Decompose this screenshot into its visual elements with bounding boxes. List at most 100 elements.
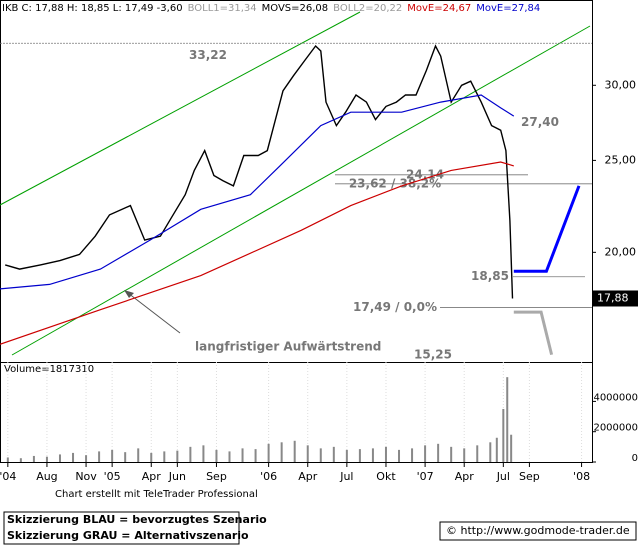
volume-bar (111, 449, 114, 462)
x-tick-label: Sep (206, 470, 227, 483)
y-tick-label: 20,00 (605, 245, 637, 258)
x-tick-label: Apr (455, 470, 475, 483)
volume-bar (506, 377, 509, 462)
moving-average (0, 94, 515, 290)
x-tick-label: '07 (417, 470, 434, 483)
moving-average (0, 161, 514, 345)
price-line (5, 44, 514, 299)
volume-bar (411, 448, 414, 462)
volume-bar (510, 434, 513, 462)
credit: Chart erstellt mit TeleTrader Profession… (55, 489, 258, 500)
volume-bar (502, 408, 505, 462)
volume-bar (293, 440, 296, 462)
level-label: 15,25 (414, 348, 452, 362)
volume-bar (98, 451, 101, 462)
x-tick-label: Nov (75, 470, 97, 483)
x-tick-label: '04 (0, 470, 16, 483)
header-item: MovE=24,67 (407, 3, 471, 14)
scenario-line (513, 185, 581, 273)
volume-bar (332, 446, 335, 462)
volume-bar (345, 449, 348, 462)
volume-bar (150, 452, 153, 462)
volume-bar (85, 455, 88, 462)
volume-bar (267, 443, 270, 462)
volume-bar (437, 443, 440, 462)
volume-frame (0, 362, 593, 463)
header-item: BOLL2=20,22 (333, 3, 402, 14)
volume-bar (202, 445, 205, 462)
volume-bar (358, 449, 361, 462)
volume-tick-label: 2000000 (593, 423, 638, 434)
volume-bar (45, 456, 48, 462)
x-tick-label: Okt (376, 470, 396, 483)
header: IKB C: 17,88 H: 18,85 L: 17,49 -3,60 BOLL… (2, 3, 540, 14)
x-tick-label: '08 (573, 470, 590, 483)
volume-bar (241, 448, 244, 462)
x-tick-label: Jul (339, 470, 353, 483)
volume-bar (215, 449, 218, 462)
url-box (439, 521, 637, 541)
volume-bar (254, 449, 257, 462)
header-item: MovE=27,84 (476, 3, 540, 14)
volume-bar (319, 448, 322, 462)
last-price-box (593, 290, 638, 307)
volume-bar (72, 452, 75, 462)
last-price-label: 17,88 (597, 291, 629, 304)
trend-channel (0, 11, 361, 206)
x-tick-label: Apr (298, 470, 318, 483)
volume-title: Volume=1817310 (4, 364, 94, 375)
volume-bar (228, 451, 231, 462)
volume-bar (176, 450, 179, 462)
url: © http://www.godmode-trader.de (446, 524, 630, 537)
scenario-line (513, 310, 554, 356)
volume-tick-label: 4000000 (593, 392, 638, 403)
y-tick-label: 25,00 (605, 153, 637, 166)
x-tick-label: '06 (260, 470, 277, 483)
x-tick-label: Aug (36, 470, 57, 483)
volume-tick-label: 0 (632, 453, 638, 464)
annotation: langfristiger Aufwärtstrend (195, 340, 381, 354)
volume-bar (137, 448, 140, 462)
x-tick-label: Apr (142, 470, 162, 483)
x-tick-label: '05 (104, 470, 121, 483)
level-label: 24,14 (406, 167, 444, 181)
arrow-head (124, 290, 134, 298)
volume-bar (124, 452, 127, 462)
volume-bar (19, 458, 22, 462)
legend-box (3, 511, 240, 545)
volume-bar (189, 446, 192, 462)
x-tick-label: Sep (519, 470, 540, 483)
volume-bar (489, 442, 492, 462)
level-label: 33,22 (189, 48, 227, 62)
volume-bar (371, 448, 374, 462)
volume-bar (58, 454, 61, 462)
volume-bar (384, 446, 387, 462)
volume-bar (163, 451, 166, 462)
x-tick-label: Jun (168, 470, 186, 483)
volume-bar (6, 457, 9, 462)
header-item: BOLL1=31,34 (188, 3, 257, 14)
volume-bar (424, 445, 427, 462)
volume-bar (450, 446, 453, 462)
volume-bar (280, 442, 283, 462)
level-label: 23,62 / 38,2% (349, 176, 441, 190)
x-tick-label: Jul (496, 470, 510, 483)
volume-bar (463, 448, 466, 462)
header-item: IKB C: 17,88 H: 18,85 L: 17,49 -3,60 (2, 3, 183, 14)
volume-bar (398, 449, 401, 462)
volume-bar (306, 445, 309, 462)
y-tick-label: 30,00 (605, 78, 637, 91)
volume-bar (32, 455, 35, 462)
volume-bar (476, 445, 479, 462)
level-label: 27,40 (521, 115, 559, 129)
volume-bar (495, 437, 498, 462)
trend-channel (11, 25, 591, 356)
level-label: 18,85 (471, 269, 509, 283)
arrow (127, 292, 181, 334)
header-item: MOVS=26,08 (262, 3, 329, 14)
level-label: 17,49 / 0,0% (353, 300, 437, 314)
legend-text: Skizzierung BLAU = bevorzugtes Szenario (7, 513, 267, 526)
legend-text: Skizzierung GRAU = Alternativszenario (7, 529, 249, 542)
